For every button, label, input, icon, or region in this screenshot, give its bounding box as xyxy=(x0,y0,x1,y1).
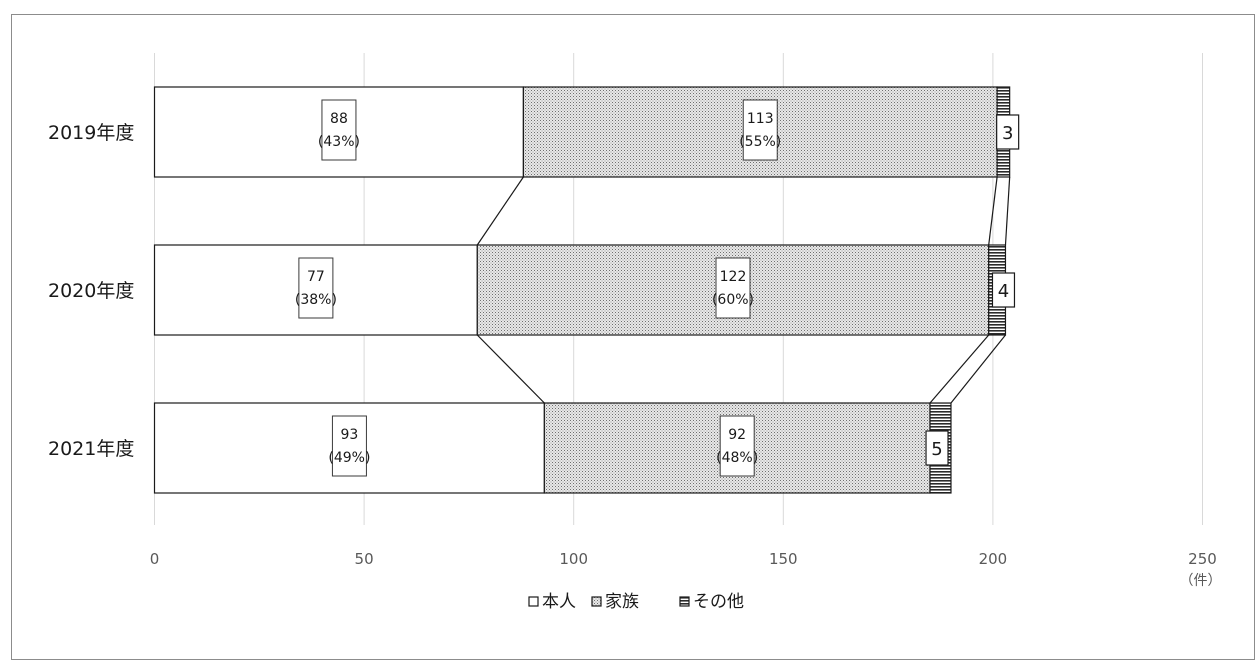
data-label-percent: (48%) xyxy=(716,450,758,466)
series-line xyxy=(988,176,998,246)
data-label-value: 113 xyxy=(747,111,774,127)
x-tick-label: 0 xyxy=(150,550,160,568)
legend-label: その他 xyxy=(693,592,744,612)
data-label-percent: (55%) xyxy=(739,134,781,150)
category-label: 2021年度 xyxy=(48,438,134,460)
data-label-box xyxy=(715,257,751,319)
data-label-value: 92 xyxy=(728,427,746,443)
x-tick-label: 250 xyxy=(1188,550,1217,568)
category-label: 2020年度 xyxy=(48,280,134,302)
data-label-box xyxy=(298,257,334,319)
category-label: 2019年度 xyxy=(48,122,134,144)
series-line xyxy=(950,334,1006,404)
legend-label: 家族 xyxy=(605,592,639,612)
data-label-box xyxy=(925,430,949,466)
data-label-box xyxy=(996,114,1020,150)
data-label-percent: (60%) xyxy=(712,292,754,308)
legend-swatch xyxy=(528,596,539,607)
series-line xyxy=(929,334,990,404)
stacked-bar-chart: 2019年度 2020年度 2021年度 88 (43%) 113 (55%) 3 77 (38%… xyxy=(48,53,1222,612)
data-label-value: 122 xyxy=(720,269,747,285)
legend-swatch xyxy=(591,596,602,607)
x-tick-label: 100 xyxy=(559,550,588,568)
data-label-percent: (43%) xyxy=(318,134,360,150)
data-label-value: 88 xyxy=(330,111,348,127)
data-label-value: 4 xyxy=(998,281,1009,302)
chart-frame: 2019年度 2020年度 2021年度 88 (43%) 113 (55%) 3 77 (38%… xyxy=(11,14,1255,660)
data-label-box xyxy=(991,272,1016,308)
x-tick-label: 200 xyxy=(979,550,1008,568)
x-axis-unit-label: （件） xyxy=(1180,573,1222,589)
x-tick-label: 50 xyxy=(355,550,374,568)
data-label-value: 93 xyxy=(341,427,359,443)
legend-label: 本人 xyxy=(542,592,576,612)
data-label-percent: (38%) xyxy=(295,292,337,308)
data-label-percent: (49%) xyxy=(328,450,370,466)
series-line xyxy=(476,334,545,404)
legend-swatch xyxy=(679,596,690,607)
x-tick-label: 150 xyxy=(769,550,798,568)
data-label-value: 3 xyxy=(1002,123,1013,144)
data-label-value: 5 xyxy=(931,439,942,460)
data-label-box xyxy=(331,415,367,477)
data-label-box xyxy=(742,99,778,161)
series-line xyxy=(1004,176,1011,246)
data-label-box xyxy=(321,99,357,161)
series-line xyxy=(476,176,524,246)
data-label-value: 77 xyxy=(307,269,325,285)
data-label-box xyxy=(719,415,755,477)
